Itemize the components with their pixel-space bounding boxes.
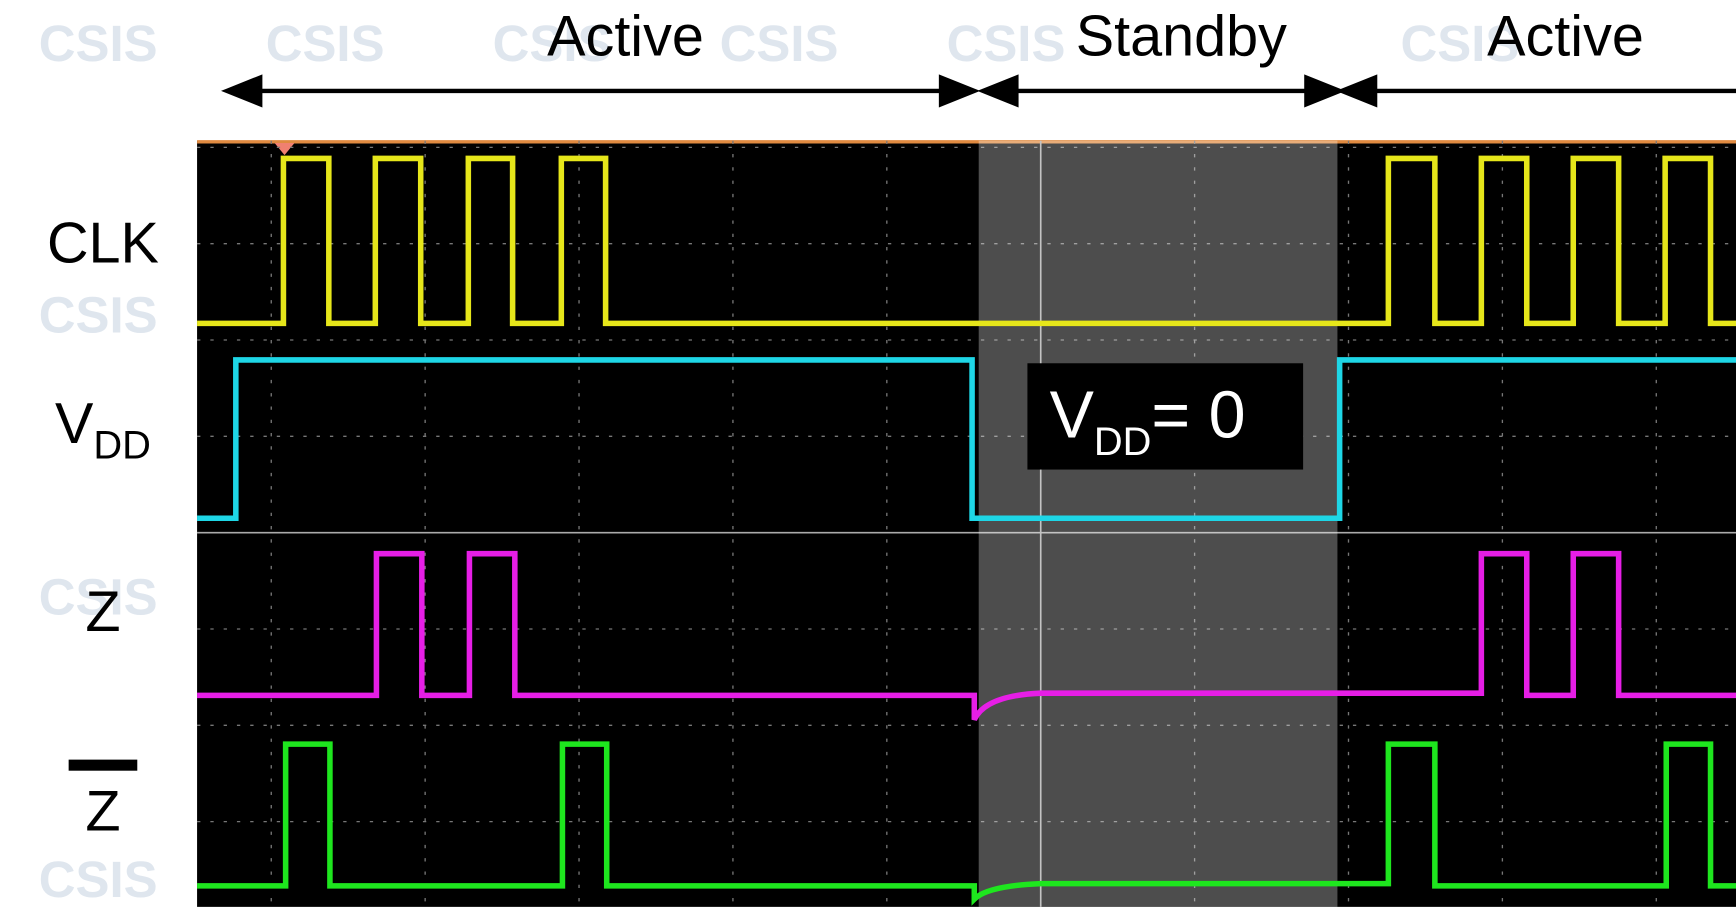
phase-label: Standby xyxy=(1076,4,1287,68)
figure: CSIS CSIS CSIS CSIS CSIS CSIS CSIS CSIS … xyxy=(0,0,1736,907)
watermark: CSIS xyxy=(947,15,1066,72)
watermark: CSIS xyxy=(39,851,158,907)
body: {"phases": ["Active", "Standby", "Active… xyxy=(0,0,1736,907)
signal-label: Z xyxy=(85,779,120,843)
page: Waveforms html, body { margin: 0; paddin… xyxy=(0,0,1736,907)
signal-label-sub: DD xyxy=(93,423,151,467)
signal-label: Z xyxy=(85,580,120,644)
phase-label: Active xyxy=(1487,4,1644,68)
watermark: CSIS xyxy=(39,15,158,72)
overline xyxy=(69,760,138,771)
watermark: CSIS xyxy=(720,15,839,72)
annotation-sub: DD xyxy=(1094,420,1152,464)
watermark: CSIS xyxy=(39,286,158,343)
phase-label: Active xyxy=(547,4,704,68)
annotation-suffix: = 0 xyxy=(1151,378,1245,452)
signal-label-main: V xyxy=(55,392,94,456)
standby-shade xyxy=(979,141,1338,907)
annotation-main: V xyxy=(1050,378,1094,452)
watermark: CSIS xyxy=(266,15,385,72)
signal-label: CLK xyxy=(47,212,159,276)
scope-screen xyxy=(197,141,1736,907)
